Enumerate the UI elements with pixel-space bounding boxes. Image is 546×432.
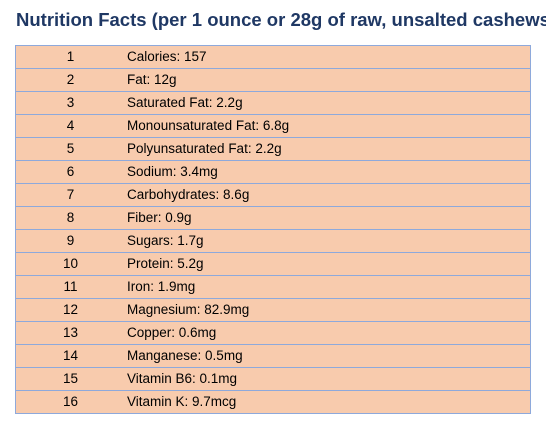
row-number: 10 <box>15 252 125 276</box>
row-value: Sugars: 1.7g <box>125 229 531 253</box>
table-row: 1 Calories: 157 <box>15 45 531 69</box>
row-value: Iron: 1.9mg <box>125 275 531 299</box>
row-value: Sodium: 3.4mg <box>125 160 531 184</box>
row-number: 7 <box>15 183 125 207</box>
row-number: 9 <box>15 229 125 253</box>
row-number: 2 <box>15 68 125 92</box>
row-number: 11 <box>15 275 125 299</box>
row-value: Vitamin B6: 0.1mg <box>125 367 531 391</box>
table-row: 2 Fat: 12g <box>15 68 531 92</box>
row-number: 12 <box>15 298 125 322</box>
row-value: Magnesium: 82.9mg <box>125 298 531 322</box>
row-number: 14 <box>15 344 125 368</box>
table-row: 7 Carbohydrates: 8.6g <box>15 183 531 207</box>
row-value: Protein: 5.2g <box>125 252 531 276</box>
table-row: 14 Manganese: 0.5mg <box>15 344 531 368</box>
table-row: 4 Monounsaturated Fat: 6.8g <box>15 114 531 138</box>
row-value: Fiber: 0.9g <box>125 206 531 230</box>
table-row: 8 Fiber: 0.9g <box>15 206 531 230</box>
table-row: 10 Protein: 5.2g <box>15 252 531 276</box>
table-row: 16 Vitamin K: 9.7mcg <box>15 390 531 414</box>
table-row: 15 Vitamin B6: 0.1mg <box>15 367 531 391</box>
table-row: 9 Sugars: 1.7g <box>15 229 531 253</box>
row-value: Monounsaturated Fat: 6.8g <box>125 114 531 138</box>
nutrition-table: 1 Calories: 157 2 Fat: 12g 3 Saturated F… <box>15 45 531 414</box>
row-number: 1 <box>15 45 125 69</box>
row-value: Fat: 12g <box>125 68 531 92</box>
table-row: 13 Copper: 0.6mg <box>15 321 531 345</box>
row-value: Manganese: 0.5mg <box>125 344 531 368</box>
table-row: 12 Magnesium: 82.9mg <box>15 298 531 322</box>
row-number: 3 <box>15 91 125 115</box>
row-number: 5 <box>15 137 125 161</box>
table-row: 3 Saturated Fat: 2.2g <box>15 91 531 115</box>
row-value: Carbohydrates: 8.6g <box>125 183 531 207</box>
row-number: 13 <box>15 321 125 345</box>
row-number: 4 <box>15 114 125 138</box>
row-value: Copper: 0.6mg <box>125 321 531 345</box>
row-value: Polyunsaturated Fat: 2.2g <box>125 137 531 161</box>
table-row: 6 Sodium: 3.4mg <box>15 160 531 184</box>
row-value: Calories: 157 <box>125 45 531 69</box>
table-row: 11 Iron: 1.9mg <box>15 275 531 299</box>
table-row: 5 Polyunsaturated Fat: 2.2g <box>15 137 531 161</box>
row-number: 8 <box>15 206 125 230</box>
row-number: 6 <box>15 160 125 184</box>
row-value: Vitamin K: 9.7mcg <box>125 390 531 414</box>
row-number: 16 <box>15 390 125 414</box>
row-number: 15 <box>15 367 125 391</box>
row-value: Saturated Fat: 2.2g <box>125 91 531 115</box>
page-title: Nutrition Facts (per 1 ounce or 28g of r… <box>16 9 546 30</box>
